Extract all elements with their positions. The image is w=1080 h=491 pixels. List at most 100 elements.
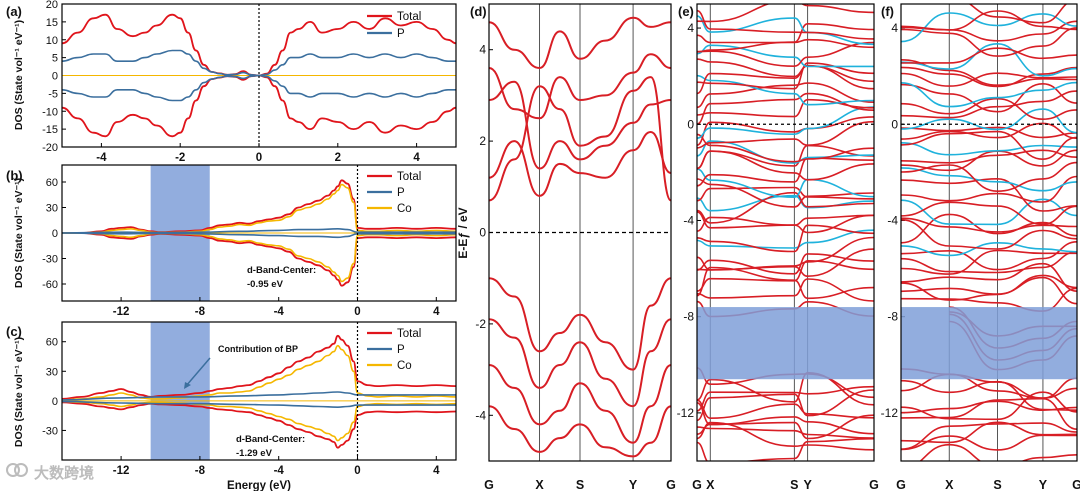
band-line: [901, 276, 1077, 305]
panel-c-highlight-band: [150, 322, 210, 460]
panel-b-series: [62, 179, 456, 287]
band-line: [697, 157, 874, 187]
ytick-label: -60: [42, 279, 58, 291]
band-line: [697, 22, 874, 53]
ytick-label: 60: [46, 177, 58, 189]
xtick-label: 4: [413, 152, 420, 164]
band-line: [697, 426, 874, 439]
band-line: [901, 241, 1077, 257]
band-line: [901, 421, 1077, 444]
panel-d-bands: [489, 16, 671, 458]
panel-c-arrow-label: Contribution of BP: [218, 344, 298, 354]
ytick-label: 4: [687, 21, 694, 35]
legend-b-p: P: [397, 187, 405, 199]
series-p-up: [62, 227, 456, 234]
kpoint-label: S: [790, 478, 798, 491]
band-line: [697, 236, 874, 271]
xtick-label: -2: [175, 152, 185, 164]
band-line: [901, 177, 1077, 212]
panel-c-yticks: -30 0 30 60: [42, 337, 66, 437]
panel-a-ylabel: DOS (State vol⁻¹ eV⁻¹): [13, 20, 25, 130]
kpoint-label: Y: [629, 478, 638, 491]
band-line: [901, 167, 1077, 192]
panel-c-frame: [61, 321, 457, 461]
band-line: [901, 249, 1077, 275]
xtick-label: -8: [195, 306, 206, 318]
band-line: [697, 389, 874, 422]
series-total-up: [62, 334, 456, 400]
band-line: [901, 122, 1077, 140]
legend-c-p: P: [397, 344, 405, 356]
band-line: [901, 97, 1077, 121]
series-co-up: [62, 183, 456, 234]
band-line: [697, 9, 874, 40]
ytick-label: 0: [479, 226, 486, 240]
panel-a-yticks: -20 -15 -10 -5 0 5 10 15 20: [42, 0, 66, 154]
panel-a-series: [62, 13, 456, 138]
xtick-label: -12: [113, 465, 130, 477]
band-line: [697, 402, 874, 435]
band-line: [489, 53, 671, 120]
ytick-label: -4: [887, 213, 898, 227]
band-line: [901, 12, 1077, 43]
band-line: [901, 81, 1077, 108]
ytick-label: -10: [42, 106, 58, 118]
band-line: [901, 42, 1077, 77]
kpoint-label: X: [535, 478, 544, 491]
panel-f: (f) -12 -8 -4 0 4 G X S Y G: [881, 3, 1080, 491]
xtick-label: 0: [256, 152, 262, 164]
band-line: [697, 92, 874, 125]
band-line: [901, 108, 1077, 134]
ytick-label: 30: [46, 203, 58, 215]
panel-b-xticks: -12 -8 -4 0 4: [113, 297, 440, 318]
band-line: [919, 443, 1077, 461]
panel-b-annotation-line2: -0.95 eV: [247, 279, 284, 290]
band-line: [697, 120, 874, 149]
series-co-down: [62, 232, 456, 283]
ytick-label: -5: [48, 88, 58, 100]
band-line: [697, 74, 874, 106]
band-line: [901, 142, 1077, 156]
kpoint-label: S: [576, 478, 584, 491]
panel-f-label: (f): [881, 4, 894, 19]
panel-e-bands: [697, 4, 874, 461]
panel-b-annotation-line1: d-Band-Center:: [247, 265, 316, 276]
ytick-label: -4: [683, 213, 694, 227]
ytick-label: 4: [891, 21, 898, 35]
panel-c-legend: Total P Co: [367, 328, 421, 372]
kpoint-label: G: [666, 478, 676, 491]
band-line: [901, 72, 1077, 87]
series-p-up: [62, 391, 456, 401]
ytick-label: 0: [891, 117, 898, 131]
panel-b: (b) DOS (State vol⁻¹ eV⁻¹) -60 -30 0 30 60 -…: [6, 164, 457, 318]
xtick-label: 2: [335, 152, 341, 164]
watermark-logo-icon: [6, 463, 28, 477]
series-p-up: [62, 49, 456, 77]
band-line: [901, 161, 1077, 193]
panel-d-frame: [488, 3, 672, 462]
band-line: [697, 437, 874, 461]
band-line: [697, 385, 874, 412]
ytick-label: 0: [52, 396, 58, 408]
band-line: [901, 175, 1077, 203]
band-line: [697, 186, 874, 202]
band-line: [901, 287, 1077, 312]
ytick-label: 5: [52, 53, 58, 65]
band-line: [697, 58, 874, 83]
ytick-label: -8: [683, 310, 694, 324]
xtick-label: 4: [433, 306, 440, 318]
band-line: [901, 251, 1077, 274]
kpoint-label: X: [706, 478, 715, 491]
band-line: [901, 66, 1077, 88]
ytick-label: -8: [887, 310, 898, 324]
series-total-up: [62, 179, 456, 234]
band-line: [697, 399, 874, 420]
band-line: [901, 217, 1077, 233]
band-line: [489, 405, 671, 458]
kpoint-label: G: [896, 478, 906, 491]
band-line: [901, 198, 1077, 226]
